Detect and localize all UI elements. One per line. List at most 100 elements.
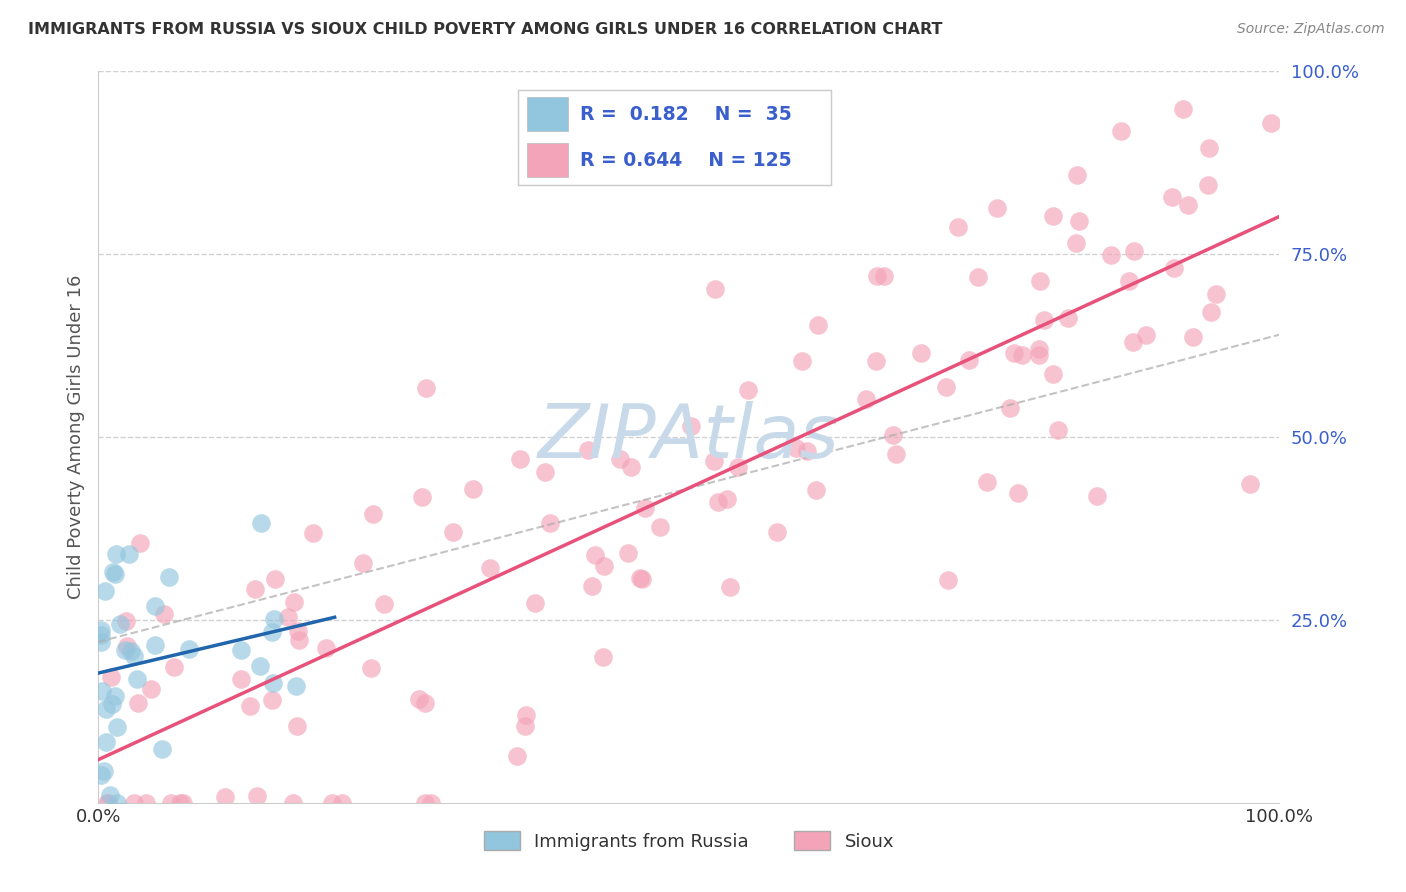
- Point: [1028, 347, 1050, 361]
- Point: [716, 491, 738, 506]
- Point: [246, 789, 269, 803]
- Point: [609, 452, 631, 467]
- Point: [509, 452, 531, 467]
- Point: [125, 673, 148, 687]
- Point: [108, 617, 131, 632]
- Point: [855, 392, 877, 406]
- Point: [441, 524, 464, 539]
- Point: [936, 573, 959, 587]
- Point: [790, 353, 813, 368]
- Point: [281, 796, 304, 810]
- Point: [413, 696, 436, 710]
- Point: [1239, 477, 1261, 491]
- Point: [229, 643, 252, 657]
- Point: [160, 796, 183, 810]
- Point: [703, 454, 725, 468]
- Point: [1205, 286, 1227, 301]
- Point: [419, 796, 441, 810]
- Point: [806, 483, 828, 497]
- Point: [104, 547, 127, 561]
- Point: [1028, 274, 1050, 288]
- Point: [882, 428, 904, 442]
- Point: [90, 684, 112, 698]
- Point: [263, 612, 285, 626]
- Point: [650, 519, 672, 533]
- Point: [127, 696, 149, 710]
- Point: [873, 268, 896, 283]
- Point: [122, 648, 145, 663]
- Point: [1069, 214, 1091, 228]
- Point: [592, 559, 614, 574]
- Point: [478, 561, 501, 575]
- Point: [1028, 343, 1050, 357]
- Point: [1173, 103, 1195, 117]
- Point: [120, 644, 142, 658]
- Point: [967, 269, 990, 284]
- Text: Source: ZipAtlas.com: Source: ZipAtlas.com: [1237, 22, 1385, 37]
- Point: [90, 623, 112, 637]
- Point: [934, 380, 956, 394]
- Point: [94, 735, 117, 749]
- Point: [315, 640, 337, 655]
- Point: [998, 401, 1021, 415]
- Point: [118, 547, 141, 561]
- Point: [129, 535, 152, 549]
- Point: [513, 719, 536, 733]
- Point: [98, 788, 121, 802]
- Point: [866, 269, 889, 284]
- Point: [153, 607, 176, 621]
- Point: [631, 572, 654, 586]
- Legend: Immigrants from Russia, Sioux: Immigrants from Russia, Sioux: [475, 822, 903, 860]
- Point: [948, 219, 970, 234]
- Point: [330, 796, 353, 810]
- Point: [277, 609, 299, 624]
- Point: [90, 635, 112, 649]
- Point: [264, 572, 287, 586]
- Point: [1111, 124, 1133, 138]
- Point: [262, 676, 284, 690]
- Point: [616, 546, 638, 560]
- Point: [1177, 198, 1199, 212]
- Point: [373, 597, 395, 611]
- Point: [1198, 140, 1220, 154]
- Point: [1260, 115, 1282, 129]
- Point: [986, 201, 1008, 215]
- Point: [100, 670, 122, 684]
- Point: [534, 465, 557, 479]
- Point: [214, 790, 236, 805]
- Point: [718, 580, 741, 594]
- Point: [141, 682, 163, 697]
- Point: [97, 796, 120, 810]
- Point: [114, 614, 136, 628]
- Point: [1032, 313, 1054, 327]
- Point: [408, 692, 430, 706]
- Point: [1042, 209, 1064, 223]
- Point: [581, 578, 603, 592]
- Point: [90, 628, 112, 642]
- Point: [321, 796, 343, 810]
- Point: [260, 625, 283, 640]
- Point: [114, 643, 136, 657]
- Point: [96, 796, 118, 810]
- Point: [115, 639, 138, 653]
- Point: [766, 525, 789, 540]
- Point: [976, 475, 998, 490]
- Point: [249, 659, 271, 673]
- Point: [727, 459, 749, 474]
- Point: [150, 742, 173, 756]
- Point: [101, 698, 124, 712]
- Point: [1161, 190, 1184, 204]
- Point: [287, 633, 309, 648]
- Point: [1066, 168, 1088, 182]
- Point: [135, 796, 157, 810]
- Point: [1047, 423, 1070, 437]
- Point: [583, 548, 606, 562]
- Point: [352, 556, 374, 570]
- Point: [169, 796, 191, 810]
- Text: IMMIGRANTS FROM RUSSIA VS SIOUX CHILD POVERTY AMONG GIRLS UNDER 16 CORRELATION C: IMMIGRANTS FROM RUSSIA VS SIOUX CHILD PO…: [28, 22, 942, 37]
- Point: [101, 566, 124, 580]
- Point: [1099, 248, 1122, 262]
- Point: [1163, 261, 1185, 276]
- Point: [1122, 244, 1144, 259]
- Point: [104, 567, 127, 582]
